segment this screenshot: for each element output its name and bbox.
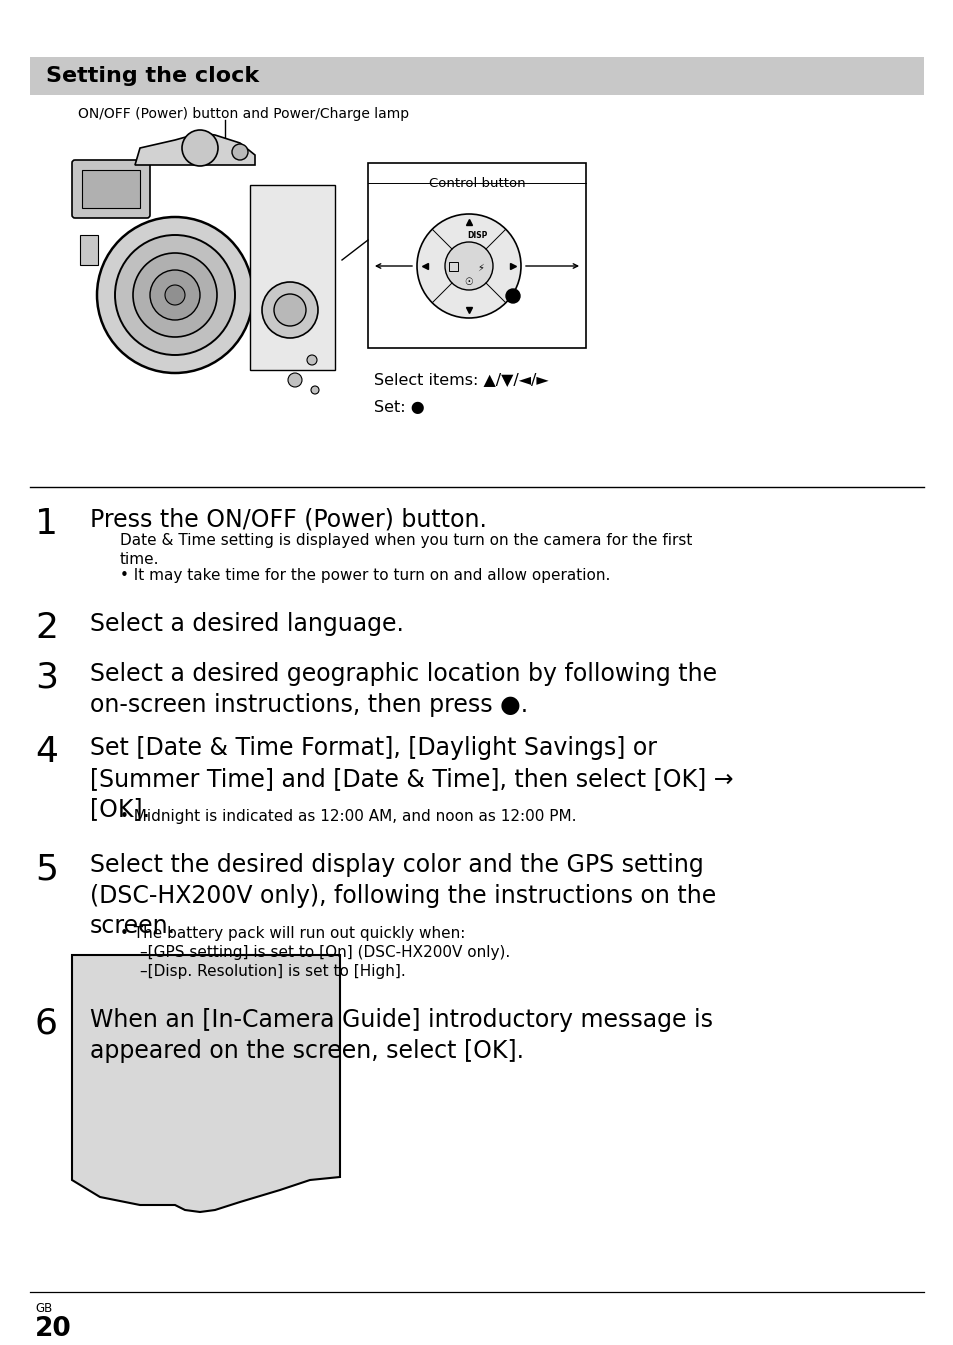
Circle shape (150, 270, 200, 320)
Text: 5: 5 (35, 851, 58, 886)
Bar (449, 262, 457, 270)
Circle shape (132, 253, 216, 338)
Polygon shape (71, 955, 339, 1212)
Circle shape (311, 386, 318, 394)
Text: 6: 6 (35, 1007, 58, 1041)
Bar (80, 235, 98, 265)
Text: Set [Date & Time Format], [Daylight Savings] or
[Summer Time] and [Date & Time],: Set [Date & Time Format], [Daylight Savi… (90, 736, 733, 822)
Circle shape (416, 214, 520, 317)
Circle shape (165, 285, 185, 305)
Circle shape (505, 289, 519, 303)
Bar (82, 169, 140, 208)
Text: Select items: ▲/▼/◄/►: Select items: ▲/▼/◄/► (374, 373, 548, 387)
Text: • It may take time for the power to turn on and allow operation.: • It may take time for the power to turn… (120, 568, 610, 582)
Text: Select a desired language.: Select a desired language. (90, 612, 403, 636)
Circle shape (288, 373, 302, 387)
Circle shape (97, 217, 253, 373)
Bar (30, 56, 923, 95)
Text: Control button: Control button (428, 178, 525, 190)
Text: 20: 20 (35, 1315, 71, 1342)
Text: –[Disp. Resolution] is set to [High].: –[Disp. Resolution] is set to [High]. (140, 964, 405, 979)
Circle shape (307, 355, 316, 364)
Text: 1: 1 (35, 507, 58, 541)
Circle shape (444, 242, 493, 291)
FancyBboxPatch shape (71, 160, 150, 218)
Circle shape (232, 144, 248, 160)
Text: • The battery pack will run out quickly when:: • The battery pack will run out quickly … (120, 925, 465, 941)
Text: • Midnight is indicated as 12:00 AM, and noon as 12:00 PM.: • Midnight is indicated as 12:00 AM, and… (120, 808, 576, 824)
Text: DISP: DISP (466, 231, 487, 241)
Circle shape (182, 130, 218, 165)
Text: 2: 2 (35, 611, 58, 646)
Text: –[GPS setting] is set to [On] (DSC-HX200V only).: –[GPS setting] is set to [On] (DSC-HX200… (140, 946, 510, 960)
Text: Select the desired display color and the GPS setting
(DSC-HX200V only), followin: Select the desired display color and the… (90, 853, 716, 939)
Text: 3: 3 (35, 660, 58, 695)
Bar (368, 163, 585, 348)
Polygon shape (135, 133, 254, 165)
Text: ON/OFF (Power) button and Power/Charge lamp: ON/OFF (Power) button and Power/Charge l… (78, 108, 409, 121)
Text: Set: ●: Set: ● (374, 399, 424, 416)
Text: Date & Time setting is displayed when you turn on the camera for the first
time.: Date & Time setting is displayed when yo… (120, 533, 692, 566)
Text: 4: 4 (35, 734, 58, 769)
Text: GB: GB (35, 1302, 52, 1315)
Circle shape (115, 235, 234, 355)
Text: Press the ON/OFF (Power) button.: Press the ON/OFF (Power) button. (90, 508, 486, 533)
Text: ⚡: ⚡ (477, 264, 484, 273)
Circle shape (274, 295, 306, 325)
Text: Setting the clock: Setting the clock (46, 66, 259, 86)
Text: When an [In-Camera Guide] introductory message is
appeared on the screen, select: When an [In-Camera Guide] introductory m… (90, 1007, 712, 1063)
Circle shape (262, 282, 317, 338)
Text: ☉: ☉ (464, 277, 473, 286)
Text: Select a desired geographic location by following the
on-screen instructions, th: Select a desired geographic location by … (90, 662, 717, 717)
Bar (250, 186, 335, 370)
